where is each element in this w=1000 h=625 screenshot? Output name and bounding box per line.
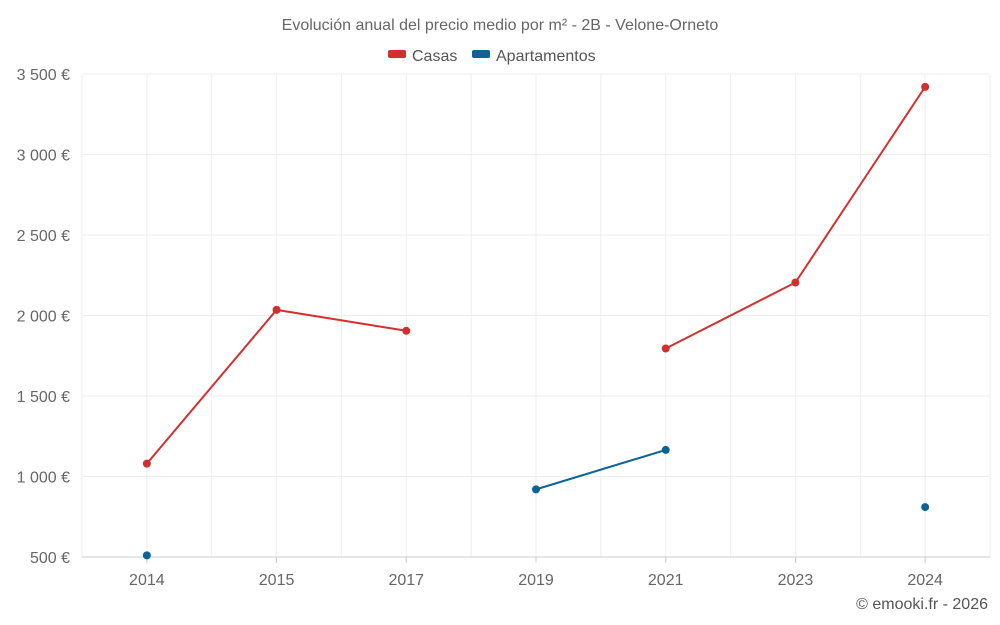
legend-swatch-apartamentos — [472, 50, 490, 58]
plot-area — [142, 82, 930, 560]
legend-label-casas: Casas — [412, 48, 457, 65]
data-point-casas[interactable] — [791, 278, 800, 287]
legend-label-apartamentos: Apartamentos — [496, 48, 596, 65]
y-tick-label: 1 500 € — [17, 389, 70, 406]
x-tick-label: 2015 — [259, 572, 295, 589]
x-tick-label: 2019 — [518, 572, 554, 589]
data-point-casas[interactable] — [921, 82, 930, 91]
y-tick-label: 2 000 € — [17, 309, 70, 326]
x-tick-label: 2024 — [907, 572, 943, 589]
data-point-apartamentos[interactable] — [532, 485, 540, 494]
data-point-casas[interactable] — [142, 459, 151, 468]
chart-title: Evolución anual del precio medio por m² … — [282, 17, 719, 34]
legend: Casas Apartamentos — [388, 48, 596, 65]
y-tick-label: 3 500 € — [17, 67, 70, 84]
x-tick-label: 2017 — [388, 572, 424, 589]
data-point-casas[interactable] — [661, 344, 670, 353]
x-tick-label: 2014 — [129, 572, 165, 589]
legend-swatch-casas — [388, 50, 406, 58]
data-point-apartamentos[interactable] — [661, 445, 670, 454]
axes: 500 € 1 000 € 1 500 € 2 000 € 2 500 € 3 000 €… — [17, 67, 990, 589]
y-tick-label: 1 000 € — [17, 470, 70, 487]
y-tick-label: 3 000 € — [17, 148, 70, 165]
data-point-casas[interactable] — [272, 305, 281, 314]
y-tick-label: 500 € — [30, 550, 70, 567]
grid — [81, 73, 991, 557]
data-point-apartamentos[interactable] — [921, 503, 930, 512]
legend-item-apartamentos[interactable]: Apartamentos — [472, 48, 596, 65]
series-line-apartamentos — [535, 448, 667, 491]
data-point-casas[interactable] — [402, 326, 411, 335]
data-point-apartamentos[interactable] — [142, 551, 151, 560]
legend-item-casas[interactable]: Casas — [388, 48, 457, 65]
credit-text: © emooki.fr - 2026 — [856, 596, 988, 613]
x-tick-label: 2023 — [778, 572, 814, 589]
y-tick-label: 2 500 € — [17, 228, 70, 245]
x-tick-label: 2021 — [648, 572, 684, 589]
